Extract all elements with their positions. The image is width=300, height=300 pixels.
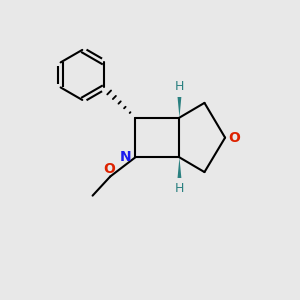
Polygon shape [178,97,182,118]
Polygon shape [178,158,182,178]
Text: O: O [228,130,240,145]
Text: O: O [104,162,116,176]
Text: H: H [175,182,184,194]
Text: H: H [175,80,184,94]
Text: N: N [120,150,132,164]
